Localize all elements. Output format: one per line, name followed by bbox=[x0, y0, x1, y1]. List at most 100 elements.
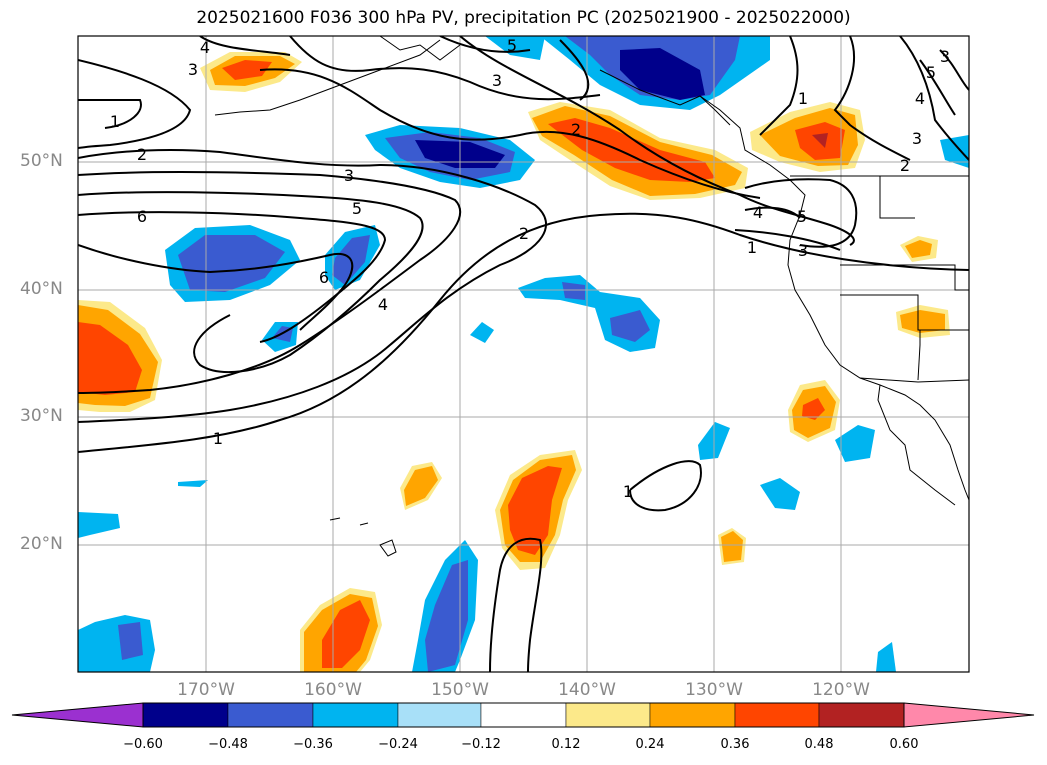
pv-contours bbox=[78, 36, 969, 672]
contour-ne-3 bbox=[899, 36, 969, 161]
shade-neg-light bbox=[760, 478, 800, 510]
contour-label: 5 bbox=[926, 63, 936, 82]
contour-label: 6 bbox=[137, 207, 147, 226]
shade-neg-light bbox=[940, 135, 969, 168]
lon-label-150w: 150°W bbox=[431, 680, 489, 700]
contour-label: 3 bbox=[188, 60, 198, 79]
colorbar-tick: 0.48 bbox=[804, 737, 834, 752]
graticule bbox=[78, 36, 969, 672]
lat-label-40n: 40°N bbox=[20, 279, 63, 299]
contour-east-4 bbox=[744, 206, 801, 219]
map-title: 2025021600 F036 300 hPa PV, precipitatio… bbox=[196, 8, 851, 28]
colorbar-tick: −0.24 bbox=[378, 737, 418, 752]
contour-label: 4 bbox=[200, 38, 210, 57]
contour-6 bbox=[78, 244, 354, 331]
colorbar-tick: 0.12 bbox=[551, 737, 581, 752]
shade-neg-light bbox=[470, 322, 494, 343]
shade-pos-mid bbox=[404, 466, 438, 506]
colorbar-tick: 0.60 bbox=[889, 737, 919, 752]
contour-label: 3 bbox=[798, 241, 808, 260]
colorbar-bin bbox=[734, 702, 820, 728]
lat-label-50n: 50°N bbox=[20, 151, 63, 171]
shade-pos-strong bbox=[322, 600, 370, 668]
hawaii-island bbox=[329, 517, 397, 557]
colorbar-tick: −0.36 bbox=[293, 737, 333, 752]
contour-nw-1 bbox=[78, 99, 142, 129]
colorbar-outline bbox=[142, 702, 905, 728]
contour-label: 3 bbox=[344, 166, 354, 185]
contour-north-5 bbox=[439, 36, 531, 53]
contour-2 bbox=[78, 149, 547, 423]
map-frame bbox=[77, 35, 970, 673]
contour-label-group: 4 3 5 3 1 2 3 5 6 6 4 2 2 1 3 4 5 1 3 2 … bbox=[110, 36, 950, 501]
contour-label: 6 bbox=[319, 268, 329, 287]
contour-label: 3 bbox=[912, 129, 922, 148]
shade-neg-light bbox=[876, 642, 896, 672]
shade-pos-mid bbox=[905, 240, 932, 258]
contour-label: 1 bbox=[213, 429, 223, 448]
shade-neg-mid bbox=[178, 235, 285, 292]
shade-neg-dark bbox=[620, 48, 705, 100]
contour-east-1b bbox=[734, 229, 841, 251]
lon-label-140w: 140°W bbox=[558, 680, 616, 700]
contour-nw-4 bbox=[199, 36, 291, 56]
colorbar-bin bbox=[227, 702, 314, 728]
contour-label: 2 bbox=[900, 156, 910, 175]
coastline-alaska-panhandle bbox=[599, 69, 731, 126]
colorbar-bin bbox=[312, 702, 399, 728]
shade-pos-strong bbox=[78, 322, 142, 395]
contour-north-low bbox=[459, 36, 855, 246]
contour-nw-3 bbox=[78, 59, 192, 149]
lon-label-170w: 170°W bbox=[177, 680, 235, 700]
colorbar-tick: 0.36 bbox=[720, 737, 750, 752]
contour-ne-1 bbox=[759, 36, 799, 136]
colorbar-extend-right bbox=[903, 702, 1035, 728]
lon-label-130w: 130°W bbox=[685, 680, 743, 700]
colorbar-bin bbox=[818, 702, 905, 728]
contour-label: 5 bbox=[797, 207, 807, 226]
contour-label: 2 bbox=[571, 120, 581, 139]
contour-ne-5 bbox=[939, 49, 969, 91]
lat-label-20n: 20°N bbox=[20, 534, 63, 554]
contour-label: 4 bbox=[753, 203, 763, 222]
colorbar-tick: −0.12 bbox=[461, 737, 501, 752]
coastline-baja bbox=[877, 384, 956, 506]
lat-label-30n: 30°N bbox=[20, 406, 63, 426]
contour-label: 3 bbox=[492, 71, 502, 90]
shade-neg-light bbox=[485, 36, 545, 60]
contour-label: 1 bbox=[110, 112, 120, 131]
coastline-islands-north bbox=[214, 39, 441, 116]
shade-neg-light bbox=[835, 425, 875, 462]
colorbar-bin bbox=[480, 702, 567, 728]
contour-label: 5 bbox=[507, 36, 517, 55]
state-border bbox=[917, 330, 921, 381]
colorbar-bin bbox=[565, 702, 651, 728]
colorbar-tick: −0.48 bbox=[208, 737, 248, 752]
contour-south-1 bbox=[489, 537, 543, 672]
shade-neg-mid bbox=[562, 282, 585, 300]
shade-neg-mid bbox=[118, 622, 143, 660]
colorbar-tick: 0.24 bbox=[635, 737, 665, 752]
shade-pos-strong bbox=[548, 118, 715, 182]
contour-label: 1 bbox=[623, 482, 633, 501]
contour-label: 2 bbox=[519, 224, 529, 243]
contour-3 bbox=[78, 170, 461, 394]
colorbar-tick: −0.60 bbox=[123, 737, 163, 752]
contour-1 bbox=[78, 212, 969, 453]
colorbar bbox=[11, 702, 1035, 728]
contour-north-1 bbox=[559, 39, 590, 101]
contour-4 bbox=[78, 191, 424, 373]
colorbar-bin bbox=[649, 702, 736, 728]
shade-neg-mid bbox=[425, 560, 468, 672]
contour-ne-2 bbox=[833, 36, 911, 161]
contour-label: 3 bbox=[940, 47, 950, 66]
contour-label: 1 bbox=[798, 89, 808, 108]
shade-pos-strong bbox=[222, 60, 272, 80]
shade-pos-strong bbox=[508, 466, 562, 555]
contour-north-3 bbox=[289, 36, 601, 101]
shade-pos-strong bbox=[802, 398, 825, 420]
shade-neg-light bbox=[78, 512, 120, 538]
coastlines bbox=[214, 36, 969, 557]
shade-pos-mid bbox=[721, 531, 743, 562]
